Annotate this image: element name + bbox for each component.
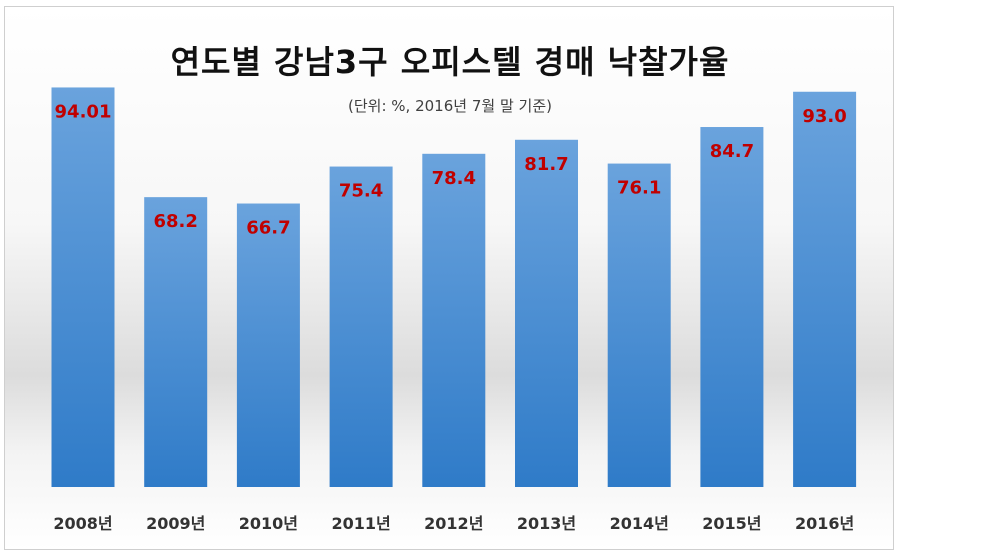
bar-2016년 bbox=[793, 91, 857, 487]
chart-title: 연도별 강남3구 오피스텔 경매 낙찰가율 bbox=[170, 43, 730, 81]
bar-2010년 bbox=[236, 203, 300, 487]
bar-2012년 bbox=[422, 153, 486, 488]
x-tick-label: 2014년 bbox=[610, 514, 669, 533]
x-tick-label: 2016년 bbox=[795, 514, 854, 533]
data-label: 68.2 bbox=[153, 211, 197, 232]
data-label: 66.7 bbox=[246, 218, 290, 239]
bar-2013년 bbox=[515, 139, 578, 487]
bar-2008년 bbox=[51, 87, 115, 488]
data-label: 93.0 bbox=[802, 106, 846, 127]
x-tick-label: 2009년 bbox=[146, 514, 205, 533]
x-tick-label: 2008년 bbox=[53, 514, 112, 533]
x-tick-label: 2015년 bbox=[702, 514, 761, 533]
data-label: 78.4 bbox=[432, 168, 476, 189]
x-tick-label: 2011년 bbox=[331, 514, 390, 533]
chart-frame: 연도별 강남3구 오피스텔 경매 낙찰가율 (단위: %, 2016년 7월 말… bbox=[4, 6, 894, 550]
data-label: 76.1 bbox=[617, 178, 661, 199]
x-tick-label: 2010년 bbox=[239, 514, 298, 533]
data-label: 75.4 bbox=[339, 181, 383, 202]
bar-2009년 bbox=[144, 197, 208, 487]
bar-2011년 bbox=[329, 166, 393, 488]
data-label: 84.7 bbox=[710, 141, 754, 162]
bar-2015년 bbox=[700, 127, 764, 488]
x-tick-label: 2013년 bbox=[517, 514, 576, 533]
data-label: 94.01 bbox=[55, 101, 112, 122]
bar-2014년 bbox=[607, 163, 671, 487]
bar-chart: 94.01 68.2 66.7 75.4 78.4 81.7 76.1 84.7 93.0 20… bbox=[51, 87, 857, 533]
data-label: 81.7 bbox=[524, 154, 568, 175]
x-tick-label: 2012년 bbox=[424, 514, 483, 533]
chart-subtitle: (단위: %, 2016년 7월 말 기준) bbox=[348, 97, 552, 115]
